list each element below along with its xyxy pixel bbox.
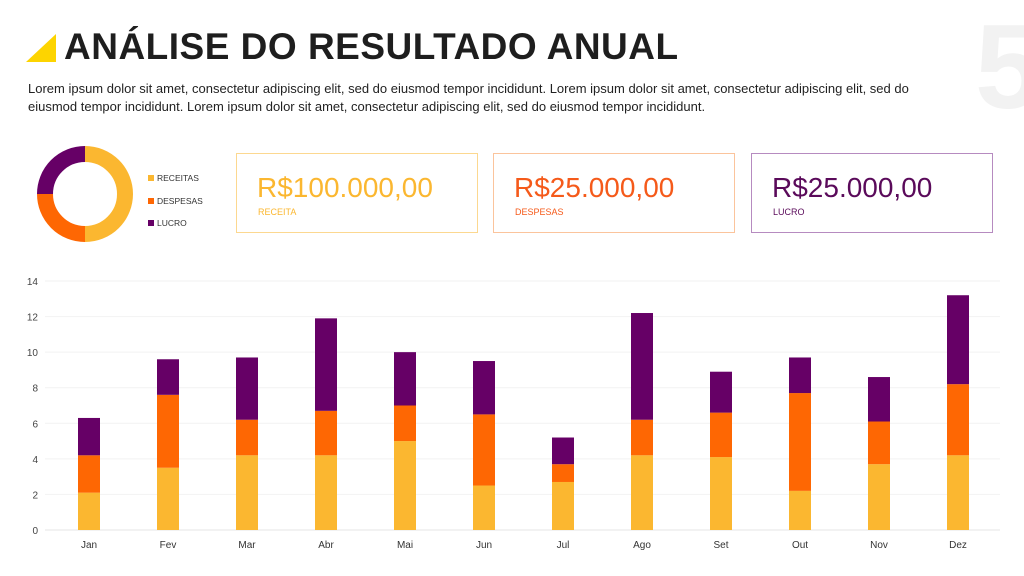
x-tick-label: Jan [81,540,97,551]
bar-receitas-mar [236,455,258,530]
bar-lucro-dez [947,295,969,385]
bar-despesas-jan [78,455,100,493]
x-tick-label: Abr [318,540,334,551]
bar-despesas-abr [315,410,337,456]
x-tick-label: Dez [949,540,967,551]
bar-lucro-fev [157,359,179,395]
donut-slice-lucro [37,146,86,195]
bar-despesas-nov [868,421,890,465]
card-label: RECEITA [258,207,297,217]
page-number: 5 [975,0,1024,134]
bar-receitas-set [710,457,732,530]
y-tick-label: 2 [32,490,38,501]
bar-receitas-dez [947,455,969,530]
donut-chart [37,146,133,242]
x-tick-label: Mai [397,540,413,551]
card-value: R$25.000,00 [772,172,933,203]
y-tick-label: 12 [27,313,39,324]
bar-lucro-mar [236,357,258,420]
bar-receitas-jan [78,492,100,530]
x-tick-label: Set [713,540,728,551]
legend-swatch [148,220,154,227]
card-lucro: R$25.000,00 LUCRO [751,153,993,233]
x-tick-label: Jul [557,540,570,551]
bar-lucro-nov [868,377,890,422]
y-tick-label: 10 [27,348,39,359]
legend-item-receitas: RECEITAS [148,167,203,190]
card-value: R$25.000,00 [514,172,675,203]
bar-lucro-jan [78,417,100,456]
title-accent-triangle [26,34,56,62]
bar-lucro-jul [552,437,574,465]
bar-lucro-mai [394,352,416,406]
card-value: R$100.000,00 [257,172,433,203]
y-tick-label: 14 [27,277,39,288]
x-tick-label: Out [792,540,808,551]
bar-despesas-fev [157,394,179,468]
bar-lucro-ago [631,313,653,420]
y-tick-label: 8 [32,384,38,395]
donut-slice-despesas [37,193,86,242]
x-tick-label: Nov [870,540,888,551]
bar-lucro-jun [473,361,495,415]
bar-despesas-mar [236,419,258,456]
bar-lucro-abr [315,318,337,411]
donut-legend: RECEITAS DESPESAS LUCRO [148,167,203,235]
bar-receitas-out [789,490,811,530]
page-title: ANÁLISE DO RESULTADO ANUAL [64,26,679,67]
y-tick-label: 6 [32,419,38,430]
legend-swatch [148,175,154,182]
bar-receitas-jun [473,485,495,530]
bar-despesas-jul [552,464,574,482]
x-tick-label: Ago [633,540,651,551]
bar-lucro-set [710,371,732,413]
bar-despesas-ago [631,419,653,456]
y-tick-label: 4 [32,455,38,466]
card-label: DESPESAS [515,207,564,217]
bar-receitas-ago [631,455,653,530]
bar-receitas-abr [315,455,337,530]
bar-receitas-fev [157,467,179,530]
card-receita: R$100.000,00 RECEITA [236,153,478,233]
bar-receitas-jul [552,481,574,530]
card-label: LUCRO [773,207,805,217]
legend-item-despesas: DESPESAS [148,190,203,213]
bar-despesas-jun [473,414,495,486]
bar-despesas-out [789,393,811,491]
x-tick-label: Fev [160,540,177,551]
description-text: Lorem ipsum dolor sit amet, consectetur … [28,81,909,114]
bar-receitas-mai [394,441,416,530]
bar-despesas-dez [947,384,969,456]
x-tick-label: Mar [238,540,256,551]
donut-slice-receitas [84,146,133,242]
card-despesas: R$25.000,00 DESPESAS [493,153,735,233]
x-tick-label: Jun [476,540,492,551]
stacked-bar-chart: 0 2 4 6 8 10 12 14 Jan Fev Mar Abr Mai Jun Jul Ago Set Ou… [27,277,1000,551]
bar-despesas-mai [394,405,416,442]
legend-item-lucro: LUCRO [148,212,203,235]
y-tick-label: 0 [32,526,38,537]
legend-swatch [148,197,154,204]
legend-label: LUCRO [157,218,187,229]
bar-receitas-nov [868,464,890,530]
bar-despesas-set [710,412,732,458]
bar-lucro-out [789,357,811,394]
legend-label: DESPESAS [157,195,203,206]
legend-label: RECEITAS [157,173,199,184]
